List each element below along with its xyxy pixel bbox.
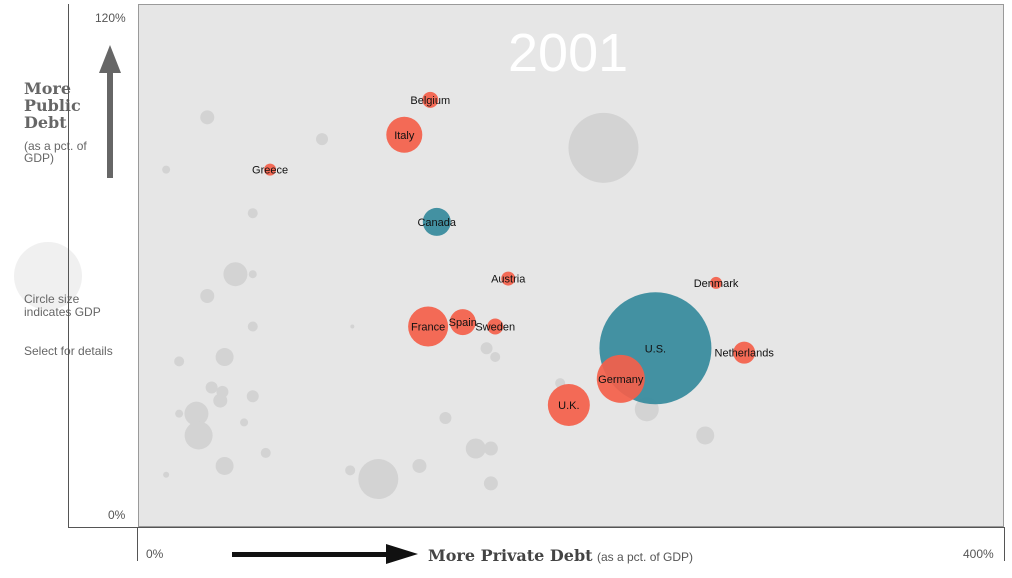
- background-country-bubble[interactable]: [465, 438, 486, 459]
- label-u-s: U.S.: [645, 343, 666, 355]
- x-axis-min-label: 0%: [146, 547, 164, 561]
- up-arrow-icon: [107, 70, 113, 178]
- y-axis-title-line1: More: [24, 79, 71, 98]
- label-u-k: U.K.: [558, 400, 579, 412]
- label-germany: Germany: [598, 374, 644, 386]
- label-austria: Austria: [491, 274, 526, 286]
- background-country-bubble[interactable]: [248, 270, 257, 279]
- background-country-bubble[interactable]: [260, 447, 271, 458]
- bubble-u-k[interactable]: [547, 383, 590, 426]
- bubble-greece[interactable]: [264, 163, 277, 176]
- background-country-bubble[interactable]: [568, 112, 639, 183]
- bubble-sweden[interactable]: [487, 318, 504, 335]
- year-label: 2001: [508, 23, 629, 83]
- label-spain: Spain: [449, 317, 477, 329]
- background-country-bubble[interactable]: [175, 409, 184, 418]
- label-belgium: Belgium: [410, 95, 450, 107]
- background-country-bubble[interactable]: [240, 418, 249, 427]
- label-sweden: Sweden: [475, 322, 515, 334]
- right-arrow-icon: [232, 552, 392, 557]
- bubble-belgium[interactable]: [422, 91, 439, 108]
- x-axis-title-main: More Private Debt: [428, 546, 593, 565]
- y-axis-title: More Public Debt: [24, 80, 104, 131]
- bubble-germany[interactable]: [596, 354, 645, 403]
- background-country-bubble[interactable]: [350, 324, 355, 329]
- bubble-france[interactable]: [408, 306, 449, 347]
- background-country-bubble[interactable]: [412, 458, 427, 473]
- background-country-bubble[interactable]: [184, 401, 209, 426]
- size-legend-note: Circle size indicates GDP: [24, 292, 101, 319]
- background-country-bubble[interactable]: [162, 165, 171, 174]
- background-country-bubble[interactable]: [200, 289, 215, 304]
- x-axis-max-label: 400%: [963, 547, 994, 561]
- bubble-denmark[interactable]: [710, 276, 723, 289]
- background-country-bubble[interactable]: [439, 412, 452, 425]
- y-axis-title-line2: Public: [24, 96, 81, 115]
- x-axis-title-sub: (as a pct. of GDP): [597, 550, 694, 564]
- background-country-bubble[interactable]: [213, 393, 228, 408]
- background-country-bubble[interactable]: [480, 342, 493, 355]
- background-country-bubble[interactable]: [215, 348, 234, 367]
- y-axis-min-label: 0%: [108, 508, 126, 522]
- bubble-canada[interactable]: [422, 207, 451, 236]
- background-country-bubble[interactable]: [184, 421, 213, 450]
- bubble-netherlands[interactable]: [733, 341, 756, 364]
- x-axis-left-tick: [137, 527, 138, 561]
- label-denmark: Denmark: [694, 278, 739, 290]
- background-country-bubble[interactable]: [490, 352, 501, 363]
- y-axis-max-label: 120%: [95, 11, 126, 25]
- background-country-bubble[interactable]: [483, 476, 498, 491]
- bubble-spain[interactable]: [449, 309, 476, 336]
- y-axis-title-line3: Debt: [24, 113, 67, 132]
- right-arrow-head-icon: [386, 544, 418, 564]
- background-country-bubble[interactable]: [247, 208, 258, 219]
- label-canada: Canada: [417, 217, 456, 229]
- background-country-bubble[interactable]: [215, 456, 234, 475]
- bubble-italy[interactable]: [386, 116, 423, 153]
- label-italy: Italy: [394, 130, 415, 142]
- x-axis-title: More Private Debt (as a pct. of GDP): [428, 546, 693, 566]
- background-country-bubble[interactable]: [358, 459, 399, 500]
- background-country-bubble[interactable]: [247, 321, 258, 332]
- label-greece: Greece: [252, 165, 288, 177]
- background-country-bubble[interactable]: [696, 426, 715, 445]
- x-axis-right-tick: [1004, 527, 1005, 561]
- y-axis-subtitle: (as a pct. of GDP): [24, 139, 87, 165]
- background-country-bubble[interactable]: [246, 390, 259, 403]
- background-country-bubble[interactable]: [483, 441, 498, 456]
- label-netherlands: Netherlands: [715, 348, 775, 360]
- plot-background: [138, 4, 1004, 527]
- label-france: France: [411, 322, 445, 334]
- background-country-bubble[interactable]: [223, 262, 248, 287]
- x-axis-line: [68, 527, 1005, 528]
- background-country-bubble[interactable]: [163, 471, 170, 478]
- background-country-bubble[interactable]: [345, 465, 356, 476]
- up-arrow-head-icon: [99, 45, 121, 73]
- bubble-austria[interactable]: [501, 271, 516, 286]
- background-country-bubble[interactable]: [174, 356, 185, 367]
- y-axis-line: [68, 4, 69, 527]
- size-legend-circle: [14, 242, 82, 310]
- background-country-bubble[interactable]: [316, 133, 329, 146]
- background-country-bubble[interactable]: [200, 110, 215, 125]
- background-country-bubble[interactable]: [205, 381, 218, 394]
